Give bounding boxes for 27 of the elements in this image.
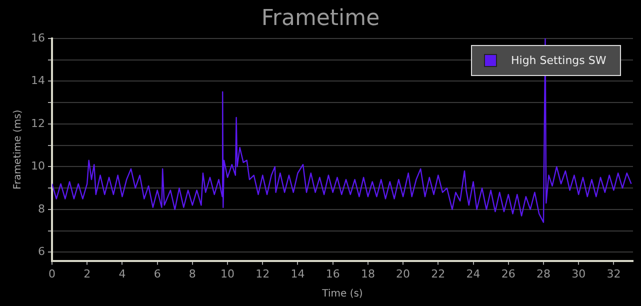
y-tick-label: 8 [38, 202, 45, 216]
x-tick-label: 24 [466, 267, 480, 280]
x-tick-label: 14 [290, 267, 305, 280]
y-tick-label: 12 [30, 116, 45, 130]
x-tick-label: 4 [118, 267, 126, 280]
x-tick-label: 22 [431, 267, 446, 280]
x-tick-label: 8 [188, 267, 196, 280]
y-tick-label: 6 [38, 245, 45, 258]
x-tick-label: 2 [84, 267, 91, 280]
x-tick-label: 0 [48, 267, 56, 280]
y-tick-label: 16 [30, 31, 45, 44]
x-tick-label: 30 [572, 267, 586, 280]
x-tick-label: 26 [501, 267, 516, 280]
legend-label: High Settings SW [511, 54, 606, 68]
x-tick-label: 16 [326, 267, 340, 280]
x-tick-label: 18 [360, 267, 375, 280]
chart-title: Frametime [261, 6, 380, 31]
y-tick-label: 10 [30, 160, 45, 173]
x-tick-label: 6 [154, 267, 161, 280]
x-tick-label: 20 [396, 267, 410, 280]
y-axis-title: Frametime (ms) [12, 110, 24, 190]
x-tick-label: 12 [256, 267, 270, 280]
x-tick-label: 32 [606, 267, 621, 280]
x-tick-label: 28 [536, 267, 550, 280]
y-tick-label: 14 [30, 74, 45, 88]
x-tick-label: 10 [220, 267, 235, 280]
x-axis-title: Time (s) [321, 288, 363, 300]
